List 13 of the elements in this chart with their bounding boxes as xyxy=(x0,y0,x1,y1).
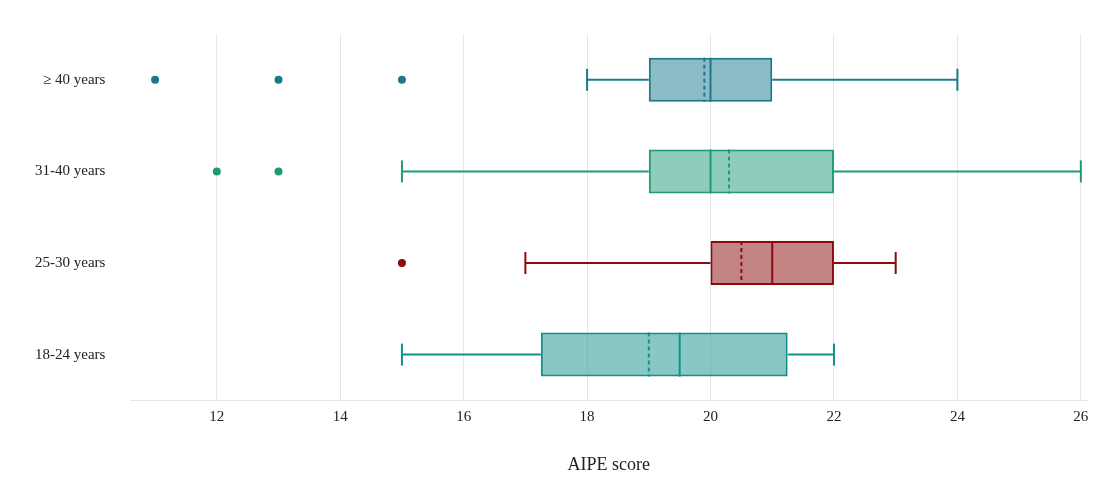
y-tick-label: 31-40 years xyxy=(34,162,106,179)
y-tick-label: 18-24 years xyxy=(34,345,106,362)
y-tick-label: ≥ 40 years xyxy=(43,70,106,87)
x-tick-label: 26 xyxy=(1073,408,1089,425)
x-tick-label: 20 xyxy=(703,408,719,425)
x-tick-label: 24 xyxy=(949,408,966,425)
y-tick-label: 25-30 years xyxy=(34,253,106,270)
x-tick-label: 14 xyxy=(332,408,349,425)
x-tick-label: 16 xyxy=(456,408,472,425)
x-tick-label: 12 xyxy=(209,408,225,425)
x-axis-title: AIPE score xyxy=(567,453,650,474)
x-tick-label: 22 xyxy=(826,408,842,425)
x-tick-label: 18 xyxy=(579,408,595,425)
